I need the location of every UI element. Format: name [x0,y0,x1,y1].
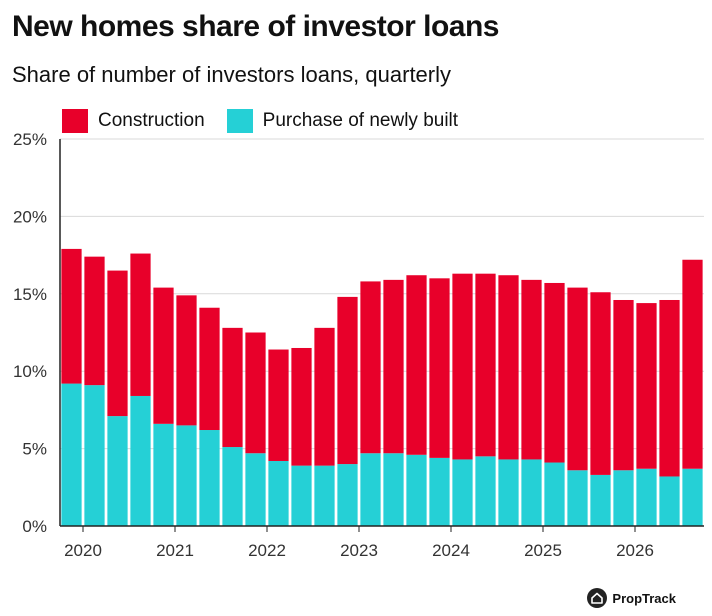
bar-construction [360,281,381,454]
legend-label-purchase-newly-built: Purchase of newly built [262,110,459,131]
house-icon [587,588,608,608]
bar-construction [314,327,335,466]
legend-swatch-purchase-newly-built [226,109,253,133]
bar-purchase-newly-built [659,476,680,526]
bar-purchase-newly-built [429,457,450,526]
bar-construction [84,256,105,386]
y-tick-label: 0% [22,517,47,536]
bar-purchase-newly-built [314,465,335,526]
bar-purchase-newly-built [268,460,289,526]
x-tick-label: 2022 [248,541,286,560]
bar-purchase-newly-built [613,470,634,526]
bar-construction [590,292,611,475]
x-tick-label: 2020 [64,541,102,560]
bar-purchase-newly-built [521,459,542,526]
bar-construction [383,279,404,454]
bar-purchase-newly-built [199,430,220,526]
bar-construction [107,270,128,417]
bar-purchase-newly-built [567,470,588,526]
bar-purchase-newly-built [291,465,312,526]
bar-construction [337,296,358,465]
bar-purchase-newly-built [406,454,427,526]
bar-purchase-newly-built [452,459,473,526]
x-tick-label: 2025 [524,541,562,560]
legend-item-construction: Construction [62,109,205,133]
brand-name: PropTrack [612,590,676,606]
x-tick-label: 2024 [432,541,470,560]
bar-construction [613,299,634,471]
bar-purchase-newly-built [61,383,82,526]
bar-construction [130,253,151,396]
bar-purchase-newly-built [383,453,404,526]
legend-swatch-construction [62,109,88,133]
bar-construction [498,275,519,460]
bar-purchase-newly-built [222,447,243,526]
bar-construction [636,303,657,469]
bar-construction [567,287,588,471]
bar-construction [521,279,542,460]
bar-purchase-newly-built [107,416,128,526]
bar-construction [452,273,473,460]
bar-construction [176,295,197,426]
bar-purchase-newly-built [130,395,151,526]
bar-purchase-newly-built [636,468,657,526]
bar-purchase-newly-built [84,385,105,526]
x-tick-label: 2026 [616,541,654,560]
bar-construction [475,273,496,457]
bar-purchase-newly-built [590,474,611,526]
legend: Construction Purchase of newly built [62,109,480,133]
bar-purchase-newly-built [245,453,266,526]
bar-construction [291,347,312,466]
x-tick-label: 2023 [340,541,378,560]
bar-construction [544,282,565,463]
chart-subtitle: Share of number of investors loans, quar… [12,62,452,87]
bar-purchase-newly-built [475,456,496,526]
bar-purchase-newly-built [153,423,174,526]
bar-construction [153,287,174,424]
bar-construction [61,248,82,384]
legend-label-construction: Construction [98,110,205,131]
y-tick-label: 5% [22,440,47,459]
chart-title: New homes share of investor loans [12,10,499,43]
bar-purchase-newly-built [360,453,381,526]
bar-construction [406,275,427,455]
bar-construction [429,278,450,458]
y-tick-label: 15% [13,285,47,304]
legend-item-purchase-newly-built: Purchase of newly built [226,109,459,133]
y-tick-label: 25% [13,130,47,149]
bar-purchase-newly-built [337,464,358,526]
x-tick-label: 2021 [156,541,194,560]
bar-construction [222,327,243,448]
brand-logo: PropTrack [587,588,676,608]
bar-purchase-newly-built [682,468,703,526]
bar-construction [682,259,703,469]
bar-construction [245,332,266,454]
bar-construction [268,349,289,461]
bar-purchase-newly-built [176,425,197,526]
y-tick-label: 10% [13,362,47,381]
bar-construction [199,307,220,431]
bar-construction [659,299,680,477]
y-tick-label: 20% [13,207,47,226]
bar-purchase-newly-built [544,462,565,526]
bar-purchase-newly-built [498,459,519,526]
